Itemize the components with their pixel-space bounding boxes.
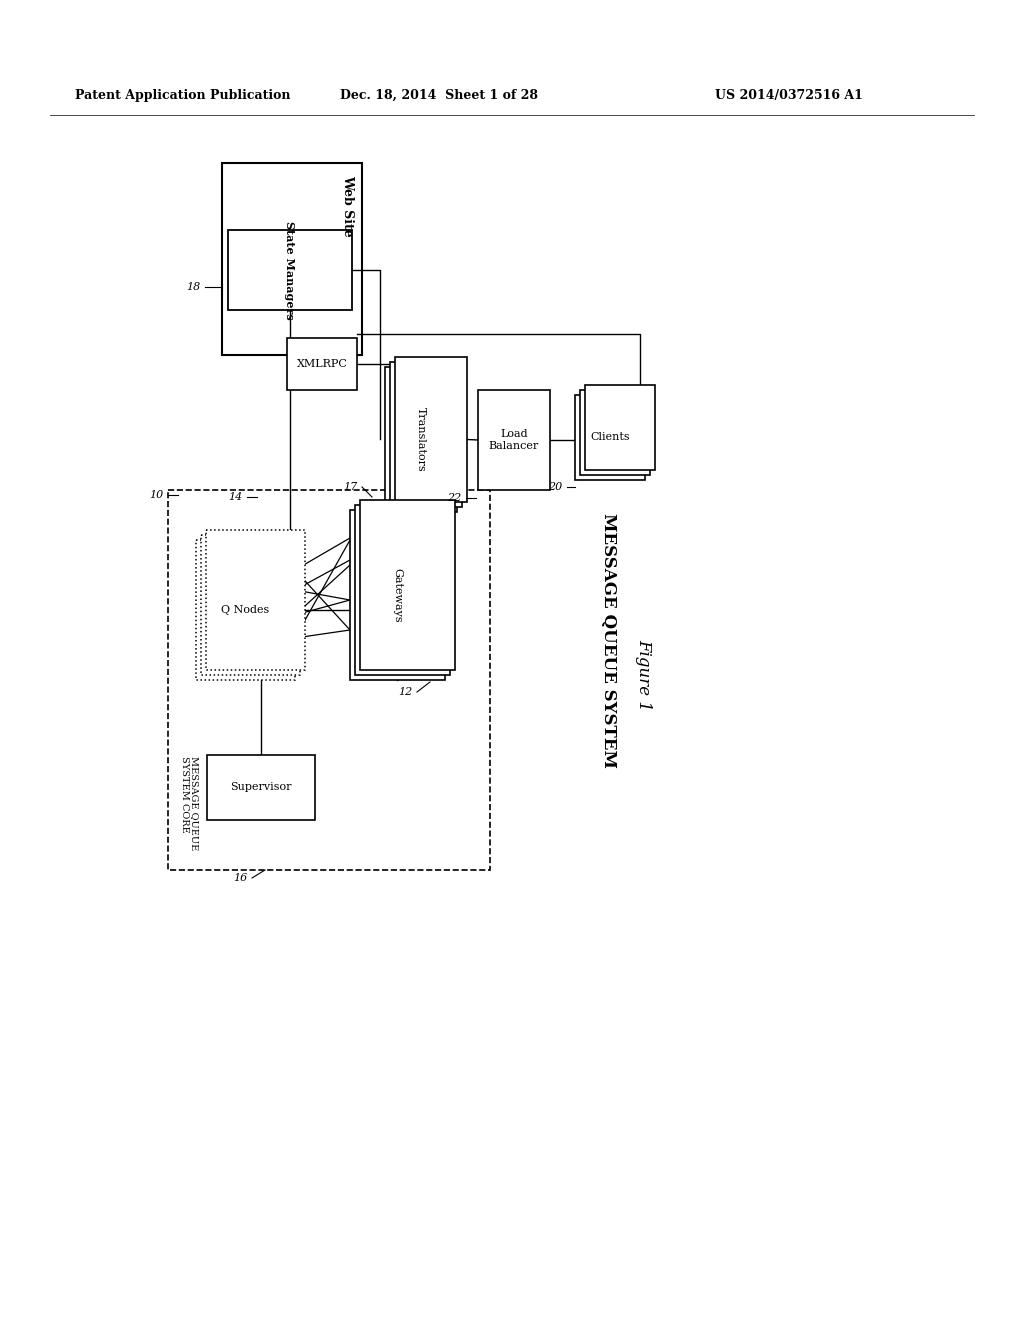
Text: XMLRPC: XMLRPC (297, 359, 347, 370)
Bar (228, 230, 352, 310)
Text: 18: 18 (185, 282, 200, 292)
Bar (287, 338, 357, 389)
Text: MESSAGE QUEUE SYSTEM: MESSAGE QUEUE SYSTEM (600, 512, 617, 767)
Bar (207, 755, 315, 820)
Bar (395, 356, 467, 502)
Text: Q Nodes: Q Nodes (221, 605, 269, 615)
Bar (585, 385, 655, 470)
Bar (168, 490, 490, 870)
Bar (580, 389, 650, 475)
Text: 20: 20 (548, 482, 562, 492)
Bar (222, 162, 362, 355)
Bar (196, 540, 295, 680)
Text: US 2014/0372516 A1: US 2014/0372516 A1 (715, 88, 863, 102)
Text: 16: 16 (232, 873, 247, 883)
Text: 17: 17 (343, 482, 357, 492)
Bar (206, 531, 305, 671)
Text: 12: 12 (397, 686, 412, 697)
Text: Figure 1: Figure 1 (635, 639, 652, 711)
Bar (201, 535, 300, 675)
Text: Patent Application Publication: Patent Application Publication (75, 88, 291, 102)
Bar (350, 510, 445, 680)
Bar (385, 367, 457, 512)
Text: Dec. 18, 2014  Sheet 1 of 28: Dec. 18, 2014 Sheet 1 of 28 (340, 88, 538, 102)
Text: State Managers: State Managers (285, 220, 296, 319)
Text: 14: 14 (227, 492, 242, 502)
Text: Translators: Translators (416, 407, 426, 471)
Text: 10: 10 (148, 490, 163, 500)
Text: MESSAGE QUEUE
SYSTEM CORE: MESSAGE QUEUE SYSTEM CORE (180, 756, 200, 850)
Text: 22: 22 (446, 492, 461, 503)
Text: Load
Balancer: Load Balancer (488, 429, 539, 451)
Bar (360, 500, 455, 671)
Text: Clients: Clients (590, 433, 630, 442)
Bar (478, 389, 550, 490)
Bar (575, 395, 645, 480)
Text: Gateways: Gateways (392, 568, 402, 622)
Bar (390, 362, 462, 507)
Text: Web Site: Web Site (341, 176, 354, 236)
Text: Supervisor: Supervisor (230, 783, 292, 792)
Bar (355, 506, 450, 675)
